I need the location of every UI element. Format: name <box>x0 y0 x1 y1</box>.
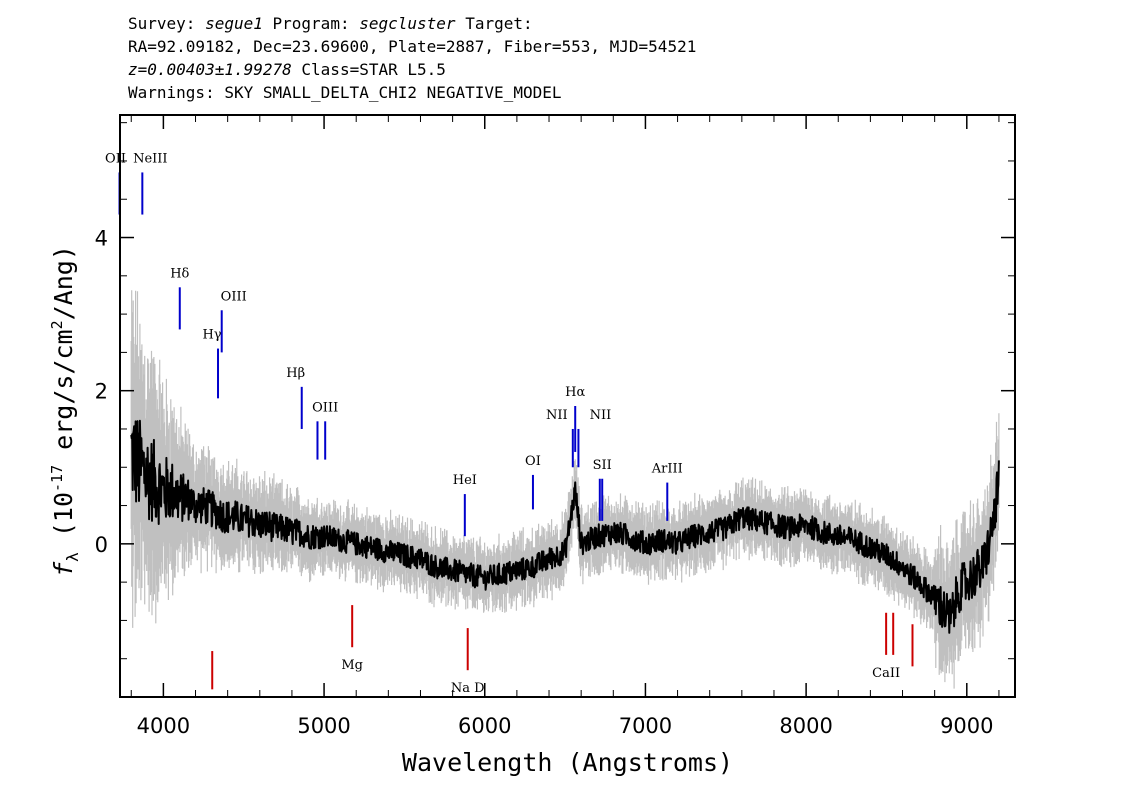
y-tick-label: 2 <box>95 380 108 404</box>
emission-line-label: OII <box>105 151 126 166</box>
emission-line-label: NeIII <box>133 151 167 166</box>
flux-series-line <box>130 419 1000 634</box>
header-line-coordinates: RA=92.09182, Dec=23.69600, Plate=2887, F… <box>128 37 697 56</box>
y-tick-label: 4 <box>95 227 108 251</box>
error-band <box>130 290 1000 689</box>
emission-line-label: Hγ <box>202 328 221 343</box>
x-tick-label: 6000 <box>458 714 511 738</box>
program-value: segcluster <box>359 14 456 33</box>
spectral-lines-layer: OII NeIII Hδ Hγ OIII Hβ OIII HeI OI NII Hα NII SII Ar… <box>105 151 914 696</box>
emission-line-label: Hβ <box>286 366 305 381</box>
header-line-warnings: Warnings: SKY SMALL_DELTA_CHI2 NEGATIVE_… <box>128 83 562 102</box>
emission-line-label: OIII <box>221 289 247 304</box>
y-axis-title-part: -17 <box>48 465 66 492</box>
absorption-line-label: Na D <box>451 681 485 696</box>
emission-line-label: OIII <box>312 400 338 415</box>
program-label: Program: <box>272 14 350 33</box>
y-axis-title-part: erg/s/cm <box>49 329 78 464</box>
header-line-survey: Survey: segue1 Program: segcluster Targe… <box>128 12 1028 35</box>
y-axis-title-text: fλ (10-17 erg/s/cm2/Ang) <box>48 245 82 577</box>
emission-line-label: ArIII <box>651 462 683 477</box>
y-axis-title-part: /Ang) <box>49 245 78 320</box>
y-axis-title-part: f <box>49 561 78 577</box>
x-tick-label: 4000 <box>137 714 190 738</box>
x-tick-label: 7000 <box>619 714 672 738</box>
redshift-value: z=0.00403±1.99278 <box>128 60 292 79</box>
absorption-line-label: Mg <box>341 658 363 673</box>
emission-line-label: OI <box>525 454 541 469</box>
y-axis-title-part: λ <box>63 552 82 562</box>
x-tick-label: 8000 <box>779 714 832 738</box>
y-axis-title: fλ (10-17 erg/s/cm2/Ang) <box>48 245 82 577</box>
y-axis-title-part: 2 <box>48 320 66 329</box>
emission-line-label: SII <box>593 458 612 473</box>
y-axis-title-part: (10 <box>49 492 78 552</box>
emission-line-label: NII <box>590 408 612 423</box>
header-line-redshift: z=0.00403±1.99278 Class=STAR L5.5 <box>128 58 1028 81</box>
survey-value: segue1 <box>205 14 263 33</box>
absorption-line-label: CaII <box>872 666 900 681</box>
x-tick-label: 5000 <box>297 714 350 738</box>
axis-ticks-layer: 4000 5000 6000 7000 8000 9000 0 2 4 <box>95 115 1015 738</box>
target-label: Target: <box>465 14 533 33</box>
emission-line-label: Hδ <box>170 266 189 281</box>
plot-frame <box>119 114 1016 698</box>
survey-label: Survey: <box>128 14 196 33</box>
emission-line-label: NII <box>546 408 568 423</box>
emission-line-label: HeI <box>453 473 477 488</box>
class-value: Class=STAR L5.5 <box>301 60 446 79</box>
emission-line-label: Hα <box>565 385 585 400</box>
spectrum-header: Survey: segue1 Program: segcluster Targe… <box>128 12 1028 104</box>
flux-layer <box>130 419 1000 634</box>
x-tick-label: 9000 <box>940 714 993 738</box>
y-tick-label: 0 <box>95 533 108 557</box>
x-axis-title: Wavelength (Angstroms) <box>402 748 733 777</box>
error-band-layer <box>130 290 1000 689</box>
